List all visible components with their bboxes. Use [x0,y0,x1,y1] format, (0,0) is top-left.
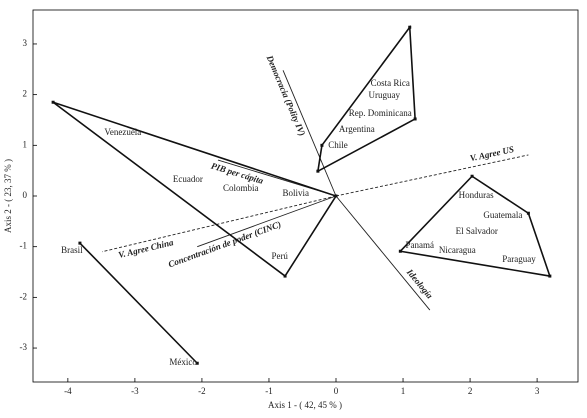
country-label: Colombia [223,183,259,193]
country-label: Brasil [61,245,83,255]
country-label: Panamá [406,240,435,250]
y-axis-label: Axis 2 - ( 23, 37 % ) [3,159,13,233]
x-tick-label: -3 [131,386,139,396]
hull-vertex [408,25,412,29]
hull-vertex [526,211,530,215]
vector-label: V. Agree China [117,237,175,260]
y-tick-label: 1 [23,139,28,149]
hull-vertex [195,361,199,365]
x-tick-label: 3 [535,386,540,396]
y-tick-label: -2 [20,291,28,301]
vector-label: Ideología [404,266,435,301]
hull-vertex [283,274,287,278]
country-label: Rep. Dominicana [349,108,412,118]
hull-vertex [51,100,55,104]
vector [101,195,337,253]
vector-label: V. Agree US [469,144,515,163]
x-tick-label: 1 [401,386,406,396]
vector-label: Democracia (Polity IV) [264,53,307,138]
y-tick-label: 2 [23,89,28,99]
vector [282,70,337,197]
x-axis-label: Axis 1 - ( 42, 45 % ) [268,400,342,410]
hull-vertex [548,274,552,278]
hull-vertex [320,143,324,147]
country-label: Venezuela [104,127,141,137]
country-label: Uruguay [369,90,401,100]
country-label: Argentina [339,124,375,134]
x-tick-label: -2 [198,386,206,396]
vector [335,195,431,311]
x-tick-label: -1 [265,386,273,396]
y-tick-label: -3 [20,342,28,352]
x-tick-label: -4 [64,386,72,396]
country-label: Guatemala [483,210,522,220]
country-label: Paraguay [502,254,536,264]
vector [197,195,337,248]
hull-vertex [470,174,474,178]
hull-vertex [398,249,402,253]
country-label: México [169,357,197,367]
vector [335,154,529,197]
group-hull [52,101,338,278]
hull-vertex [78,241,82,245]
country-label: Bolivia [283,188,310,198]
country-label: El Salvador [456,226,498,236]
hull-vertex [334,194,338,198]
country-label: Perú [271,251,288,261]
country-label: Costa Rica [371,78,410,88]
x-tick-label: 0 [334,386,339,396]
y-tick-label: 3 [23,38,28,48]
country-label: Honduras [459,190,494,200]
hull-vertex [316,169,320,173]
country-label: Nicaragua [439,245,476,255]
country-label: Ecuador [173,174,203,184]
y-tick-label: 0 [23,190,28,200]
country-label: Chile [328,140,348,150]
y-tick-label: -1 [20,241,28,251]
hull-vertex [413,117,417,121]
x-tick-label: 2 [468,386,473,396]
